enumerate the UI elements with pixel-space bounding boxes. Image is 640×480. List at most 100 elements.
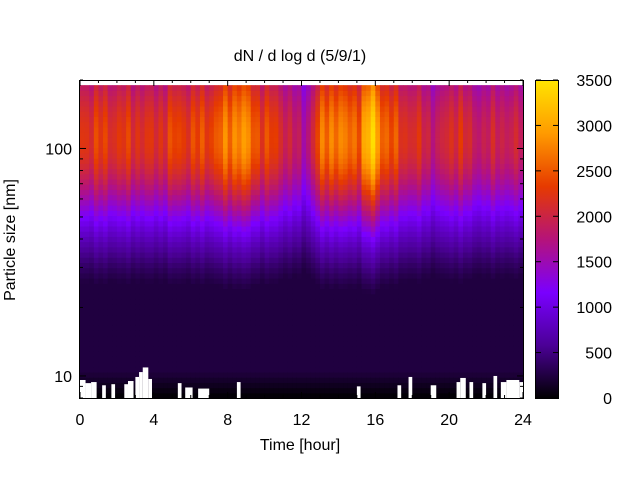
heatmap-cell: [89, 132, 95, 138]
heatmap-cell: [158, 100, 164, 107]
heatmap-cell: [306, 147, 312, 154]
heatmap-cell: [361, 382, 367, 389]
heatmap-cell: [264, 361, 270, 368]
heatmap-cell: [287, 283, 293, 290]
heatmap-cell: [343, 178, 349, 185]
heatmap-cell: [273, 220, 280, 227]
heatmap-cell: [80, 309, 86, 316]
heatmap-cell: [149, 267, 155, 274]
heatmap-cell: [296, 116, 303, 123]
heatmap-cell: [209, 194, 215, 201]
heatmap-cell: [329, 361, 335, 368]
heatmap-cell: [412, 231, 418, 237]
heatmap-cell: [453, 351, 459, 357]
heatmap-cell: [241, 199, 247, 206]
heatmap-cell: [292, 278, 298, 284]
heatmap-cell: [292, 225, 298, 232]
heatmap-cell: [306, 361, 312, 368]
heatmap-cell: [264, 272, 270, 279]
heatmap-cell: [430, 345, 436, 352]
heatmap-cell: [121, 351, 127, 357]
heatmap-cell: [292, 205, 298, 211]
heatmap-cell: [126, 189, 132, 196]
heatmap-cell: [361, 152, 367, 159]
heatmap-cell: [107, 126, 113, 133]
heatmap-cell: [223, 366, 229, 373]
heatmap-cell: [329, 304, 335, 310]
heatmap-cell: [204, 178, 210, 185]
heatmap-cell: [223, 142, 229, 149]
heatmap-cell: [167, 100, 173, 107]
heatmap-cell: [236, 132, 243, 138]
heatmap-cell: [227, 121, 233, 128]
heatmap-cell: [389, 158, 395, 164]
heatmap-cell: [246, 121, 252, 128]
heatmap-cell: [403, 205, 409, 211]
heatmap-cell: [121, 105, 127, 112]
heatmap-cell: [333, 257, 340, 263]
heatmap-cell: [103, 351, 109, 357]
heatmap-cell: [393, 293, 399, 300]
heatmap-cell: [370, 231, 376, 237]
heatmap-cell: [366, 111, 372, 117]
heatmap-cell: [273, 314, 280, 321]
heatmap-cell: [223, 210, 229, 217]
heatmap-cell: [89, 278, 95, 284]
heatmap-cell: [209, 147, 215, 154]
heatmap-cell: [430, 152, 436, 159]
heatmap-cell: [453, 309, 459, 316]
heatmap-cell: [283, 283, 289, 290]
heatmap-cell: [384, 90, 390, 97]
heatmap-cell: [172, 178, 178, 185]
heatmap-cell: [213, 309, 220, 316]
heatmap-cell: [347, 105, 353, 112]
heatmap-cell: [453, 366, 459, 373]
heatmap-cell: [273, 272, 280, 279]
heatmap-cell: [227, 377, 233, 383]
heatmap-cell: [126, 215, 132, 222]
heatmap-cell: [292, 288, 298, 295]
heatmap-cell: [375, 377, 381, 383]
heatmap-cell: [269, 392, 275, 399]
heatmap-cell: [283, 351, 289, 357]
heatmap-cell: [278, 126, 284, 133]
heatmap-cell: [121, 314, 127, 321]
heatmap-cell: [135, 241, 141, 248]
heatmap-cell: [264, 304, 270, 310]
heatmap-cell: [89, 194, 95, 201]
heatmap-cell: [176, 351, 183, 357]
heatmap-cell: [444, 225, 450, 232]
heatmap-cell: [412, 173, 418, 180]
heatmap-cell: [343, 309, 349, 316]
heatmap-cell: [393, 184, 399, 190]
heatmap-cell: [149, 293, 155, 300]
heatmap-cell: [80, 267, 86, 274]
heatmap-cell: [389, 142, 395, 149]
heatmap-cell: [246, 116, 252, 123]
heatmap-cell: [103, 356, 109, 363]
heatmap-cell: [296, 95, 303, 102]
heatmap-cell: [352, 257, 358, 263]
heatmap-cell: [144, 158, 150, 164]
heatmap-cell: [269, 116, 275, 123]
heatmap-cell: [361, 210, 367, 217]
heatmap-cell: [287, 199, 293, 206]
heatmap-cell: [255, 85, 261, 91]
heatmap-cell: [301, 132, 307, 138]
heatmap-cell: [126, 298, 132, 305]
heatmap-cell: [403, 215, 409, 222]
heatmap-cell: [98, 267, 104, 274]
heatmap-cell: [181, 126, 187, 133]
heatmap-cell: [176, 241, 183, 248]
heatmap-cell: [329, 319, 335, 326]
heatmap-cell: [204, 194, 210, 201]
heatmap-cell: [361, 220, 367, 227]
heatmap-cell: [80, 137, 86, 144]
heatmap-cell: [426, 246, 432, 253]
heatmap-cell: [324, 293, 330, 300]
heatmap-cell: [116, 205, 123, 211]
heatmap-cell: [407, 85, 413, 91]
heatmap-cell: [259, 272, 266, 279]
heatmap-cell: [416, 142, 423, 149]
heatmap-cell: [227, 382, 233, 389]
